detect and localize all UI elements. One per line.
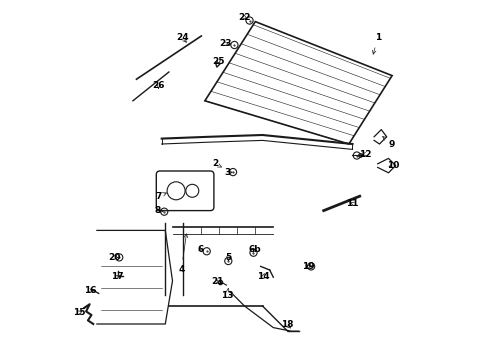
Text: 23: 23 (219, 40, 231, 49)
Text: 12: 12 (358, 150, 370, 159)
Text: 3: 3 (224, 168, 232, 177)
Text: 5: 5 (224, 253, 231, 262)
Text: 25: 25 (212, 57, 224, 66)
Text: 18: 18 (280, 320, 293, 329)
Text: 13: 13 (221, 288, 233, 300)
Text: 1: 1 (372, 33, 380, 54)
Text: 17: 17 (111, 272, 124, 281)
Text: 4: 4 (178, 234, 187, 274)
Text: 8: 8 (154, 206, 163, 215)
Text: 20: 20 (108, 253, 120, 262)
Text: 11: 11 (346, 199, 358, 208)
Text: 24: 24 (176, 33, 188, 42)
Text: 26: 26 (152, 81, 165, 90)
Text: 2: 2 (211, 159, 221, 168)
Text: 6b: 6b (248, 245, 261, 253)
Text: 10: 10 (386, 161, 398, 170)
Text: 7: 7 (155, 192, 166, 201)
Text: 14: 14 (256, 272, 269, 281)
Text: 22: 22 (238, 13, 250, 22)
Text: 21: 21 (211, 277, 224, 286)
Text: 6: 6 (197, 245, 203, 253)
Text: 16: 16 (84, 287, 97, 295)
Text: 19: 19 (302, 262, 314, 271)
Text: 15: 15 (73, 308, 85, 317)
Text: 9: 9 (382, 136, 394, 149)
